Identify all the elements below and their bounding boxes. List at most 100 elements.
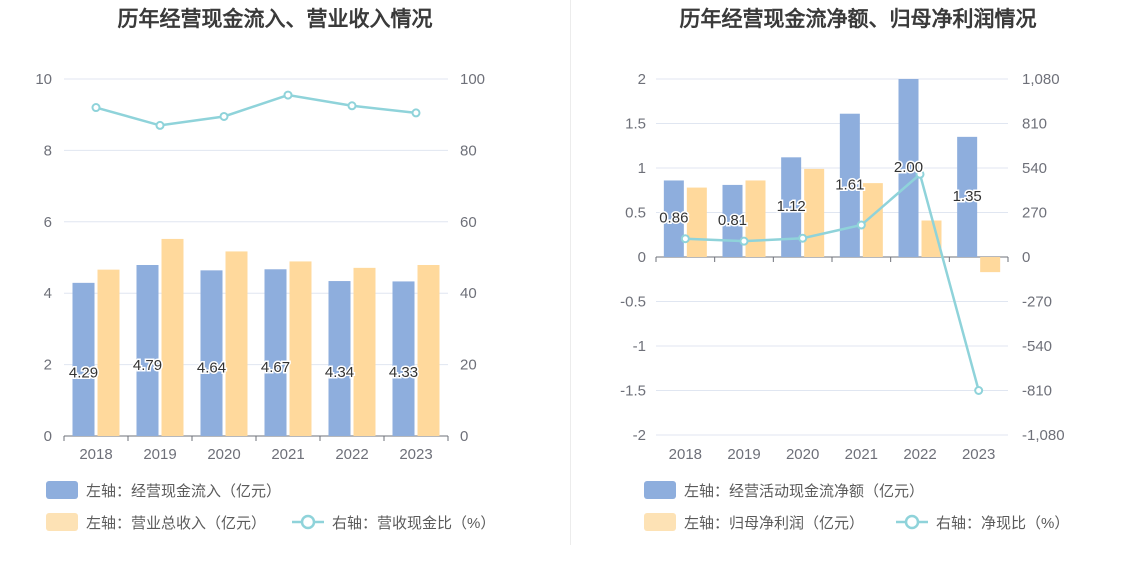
x-tick-label: 2019	[143, 446, 176, 463]
bar-data-label: 0.86	[659, 210, 688, 227]
legend-label: 左轴：经营现金流入（亿元）	[86, 483, 281, 500]
legend-label: 右轴：净现比（%）	[936, 515, 1069, 532]
ratio-line	[685, 172, 980, 391]
y-left-tick-label: 8	[44, 142, 52, 159]
ratio-point	[219, 111, 229, 121]
y-left-tick-label: 4	[44, 285, 52, 302]
bar-secondary	[686, 187, 707, 257]
bar-data-label: 1.12	[777, 198, 806, 215]
legend-label: 左轴：营业总收入（亿元）	[86, 515, 266, 532]
legend-swatch	[46, 513, 78, 531]
ratio-point	[91, 103, 101, 113]
ratio-line	[95, 93, 417, 127]
bar-data-label: 1.61	[835, 176, 864, 193]
bar-data-label: 4.79	[133, 357, 162, 374]
chart-net-cash-flow-profit: 历年经营现金流净额、归母净利润情况 -2 -1.5 -1 -0.5 0 0.5 1 1.5 2 -1…	[620, 7, 1069, 532]
ratio-point	[347, 101, 357, 111]
y-right-tick-label: 20	[460, 357, 477, 374]
ratio-point	[155, 120, 165, 130]
y-left-tick-label: 1.5	[625, 116, 646, 133]
legend-item: 右轴：营收现金比（%）	[292, 514, 495, 532]
legend-marker	[904, 514, 920, 530]
y-right-tick-label: 100	[460, 71, 485, 88]
y-right-tick-label: 0	[460, 428, 468, 445]
y-left-tick-label: 1	[638, 160, 646, 177]
x-tick-label: 2023	[399, 446, 432, 463]
bar-secondary	[862, 183, 883, 257]
x-tick-label: 2020	[786, 446, 819, 463]
x-tick-label: 2023	[962, 446, 995, 463]
bar-primary	[839, 113, 860, 258]
y-right-tick-label: 40	[460, 285, 477, 302]
y-right-tick-label: 80	[460, 142, 477, 159]
x-tick-label: 2018	[669, 446, 702, 463]
legend-label: 左轴：归母净利润（亿元）	[684, 515, 864, 532]
bar-data-label: 0.81	[718, 212, 747, 229]
y-right-tick-label: 270	[1022, 205, 1047, 222]
bar-primary	[781, 157, 802, 257]
y-right-tick-label: 810	[1022, 116, 1047, 133]
y-left-tick-label: -2	[633, 427, 646, 444]
bar-primary	[722, 184, 743, 257]
y-left-tick-label: 2	[44, 357, 52, 374]
legend-swatch	[46, 481, 78, 499]
y-left-tick-label: -0.5	[620, 294, 646, 311]
y-right-tick-label: 1,080	[1022, 71, 1060, 88]
y-left-tick-label: -1	[633, 338, 646, 355]
legend-swatch	[644, 481, 676, 499]
panel-divider	[570, 0, 571, 545]
bar-secondary	[745, 180, 766, 257]
ratio-point	[798, 233, 808, 243]
bar-data-label: 2.00	[894, 159, 923, 176]
ratio-point	[739, 236, 749, 246]
y-right-tick-label: 60	[460, 214, 477, 231]
bar-secondary	[353, 267, 376, 436]
x-tick-label: 2019	[727, 446, 760, 463]
y-left-tick-label: 10	[35, 71, 52, 88]
bar-primary	[136, 264, 159, 436]
legend-item: 左轴：经营活动现金流净额（亿元）	[644, 481, 924, 500]
bar-secondary	[804, 168, 825, 257]
bar-secondary	[417, 264, 440, 436]
legend-item: 右轴：净现比（%）	[896, 514, 1069, 532]
legend-marker	[300, 514, 316, 530]
y-left-tick-label: 2	[638, 71, 646, 88]
y-left-tick-label: -1.5	[620, 383, 646, 400]
bar-primary	[72, 282, 95, 436]
bar-secondary	[921, 220, 942, 257]
bar-secondary	[161, 238, 184, 436]
y-left-tick-label: 0	[44, 428, 52, 445]
legend-item: 左轴：归母净利润（亿元）	[644, 513, 864, 532]
bar-data-label: 1.35	[953, 188, 982, 205]
x-tick-label: 2020	[207, 446, 240, 463]
bar-data-label: 4.33	[389, 364, 418, 381]
ratio-point	[974, 386, 984, 395]
ratio-point	[283, 90, 293, 100]
bar-secondary	[289, 261, 312, 436]
legend-item: 左轴：营业总收入（亿元）	[46, 513, 266, 532]
y-right-tick-label: -1,080	[1022, 427, 1065, 444]
y-right-tick-label: -540	[1022, 338, 1052, 355]
y-left-tick-label: 0.5	[625, 205, 646, 222]
legend-item: 左轴：经营现金流入（亿元）	[46, 481, 281, 500]
bar-data-label: 4.34	[325, 364, 354, 381]
y-right-tick-label: -810	[1022, 383, 1052, 400]
bar-primary	[264, 269, 287, 436]
y-right-tick-label: 540	[1022, 160, 1047, 177]
x-tick-label: 2022	[335, 446, 368, 463]
chart-title: 历年经营现金流净额、归母净利润情况	[680, 7, 1037, 31]
legend-label: 左轴：经营活动现金流净额（亿元）	[684, 483, 924, 500]
ratio-point	[680, 234, 690, 244]
bar-primary	[957, 136, 978, 257]
bar-primary	[328, 281, 351, 436]
ratio-point	[411, 108, 421, 118]
bar-secondary	[225, 251, 248, 436]
chart-title: 历年经营现金流入、营业收入情况	[118, 7, 433, 31]
bar-data-label: 4.67	[261, 359, 290, 376]
bar-primary	[200, 270, 223, 436]
ratio-point	[915, 169, 925, 179]
ratio-point	[856, 220, 866, 230]
x-tick-label: 2022	[903, 446, 936, 463]
bar-data-label: 4.64	[197, 359, 226, 376]
